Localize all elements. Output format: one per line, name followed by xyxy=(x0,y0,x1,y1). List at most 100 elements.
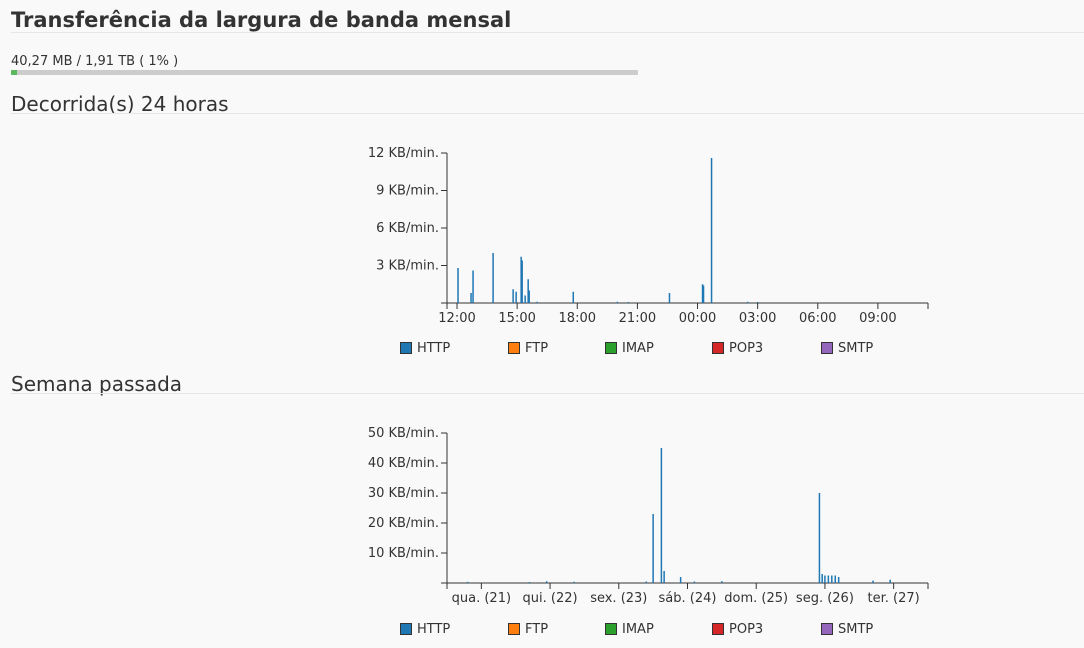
bar-http xyxy=(872,580,874,583)
chart-week: 10 KB/min. 20 KB/min. 30 KB/min. 40 KB/min.… xyxy=(368,426,929,606)
bar-http xyxy=(536,301,538,303)
y-tick-label: 9 KB/min. xyxy=(376,184,439,199)
x-tick-label: 12:00 xyxy=(438,311,475,326)
x-tick-label: 21:00 xyxy=(619,311,656,326)
pop3-swatch-icon xyxy=(712,342,724,354)
bar-http xyxy=(702,285,705,303)
legend-label: FTP xyxy=(525,621,549,637)
legend-item-pop3: POP3 xyxy=(712,338,763,358)
bar-http xyxy=(693,581,696,583)
y-tick-label: 50 KB/min. xyxy=(368,426,439,441)
section-title-week: Semana passada xyxy=(11,372,183,396)
bar-http xyxy=(512,289,514,303)
page-title: Transferência da largura de banda mensal xyxy=(11,8,512,32)
y-tick-label: 30 KB/min. xyxy=(368,486,439,501)
legend-label: POP3 xyxy=(729,340,764,356)
legend-item-smtp: SMTP xyxy=(821,619,873,639)
bar-http xyxy=(616,301,619,303)
legend-day: HTTP FTP IMAP POP3 SMTP xyxy=(0,338,1084,358)
legend-label: IMAP xyxy=(622,340,654,356)
bar-http xyxy=(721,581,723,583)
x-tick-label: 03:00 xyxy=(739,311,776,326)
y-tick-label: 3 KB/min. xyxy=(376,259,439,274)
legend-item-pop3: POP3 xyxy=(712,619,763,639)
legend-label: SMTP xyxy=(838,621,874,637)
smtp-swatch-icon xyxy=(821,342,833,354)
legend-label: POP3 xyxy=(729,621,764,637)
bar-http xyxy=(668,293,671,303)
http-swatch-icon xyxy=(400,623,412,635)
x-tick-label: seg. (26) xyxy=(796,591,854,606)
imap-swatch-icon xyxy=(605,342,617,354)
y-tick-label: 20 KB/min. xyxy=(368,516,439,531)
x-tick-label: 09:00 xyxy=(859,311,896,326)
legend-item-smtp: SMTP xyxy=(821,338,873,358)
legend-week: HTTP FTP IMAP POP3 SMTP xyxy=(0,619,1084,639)
bar-http xyxy=(834,575,836,583)
bar-http xyxy=(827,575,830,583)
bar-http xyxy=(889,579,891,583)
bandwidth-usage-fill xyxy=(11,70,18,75)
bar-http xyxy=(466,581,469,583)
bar-http xyxy=(663,571,665,583)
bar-http xyxy=(756,302,759,303)
bar-http xyxy=(821,574,823,583)
y-tick-label: 40 KB/min. xyxy=(368,456,439,471)
bar-http xyxy=(710,158,713,303)
x-tick-label: 00:00 xyxy=(679,311,716,326)
x-tick-label: 18:00 xyxy=(559,311,596,326)
bar-http xyxy=(515,291,517,303)
bar-http xyxy=(457,268,459,303)
legend-item-http: HTTP xyxy=(400,619,450,639)
bar-http xyxy=(572,291,575,303)
bar-http xyxy=(524,295,526,303)
bar-http xyxy=(652,514,654,583)
y-tick-label: 10 KB/min. xyxy=(368,546,439,561)
x-tick-label: 15:00 xyxy=(498,311,535,326)
bar-http xyxy=(573,581,575,583)
title-divider xyxy=(11,32,1084,33)
x-tick-label: ter. (27) xyxy=(868,591,920,606)
x-tick-label: qua. (21) xyxy=(452,591,511,606)
bar-http xyxy=(837,577,840,583)
legend-item-http: HTTP xyxy=(400,338,450,358)
x-tick-label: sex. (23) xyxy=(590,591,647,606)
bar-http xyxy=(528,582,531,583)
legend-item-ftp: FTP xyxy=(508,619,548,639)
bar-http xyxy=(527,279,529,303)
bar-http xyxy=(679,577,682,583)
ftp-swatch-icon xyxy=(508,623,520,635)
legend-item-imap: IMAP xyxy=(605,338,654,358)
legend-label: SMTP xyxy=(838,340,874,356)
bar-http xyxy=(660,448,663,583)
bar-http xyxy=(492,253,494,303)
section-title-day: Decorrida(s) 24 horas xyxy=(11,92,229,116)
bar-http xyxy=(824,575,826,583)
bar-http xyxy=(520,256,522,303)
imap-swatch-icon xyxy=(605,623,617,635)
bar-http xyxy=(818,493,821,583)
chart-day: 3 KB/min. 6 KB/min. 9 KB/min. 12 KB/min. 12:… xyxy=(368,146,929,326)
bar-http xyxy=(470,293,472,303)
smtp-swatch-icon xyxy=(821,623,833,635)
pop3-swatch-icon xyxy=(712,623,724,635)
bar-http xyxy=(472,270,474,303)
bar-http xyxy=(545,581,548,583)
bar-http xyxy=(528,290,530,303)
http-swatch-icon xyxy=(400,342,412,354)
legend-item-imap: IMAP xyxy=(605,619,654,639)
legend-label: IMAP xyxy=(622,621,654,637)
bar-http xyxy=(746,301,749,303)
x-tick-label: dom. (25) xyxy=(724,591,788,606)
legend-label: HTTP xyxy=(417,340,451,356)
ftp-swatch-icon xyxy=(508,342,520,354)
x-tick-label: qui. (22) xyxy=(523,591,578,606)
bandwidth-usage-text: 40,27 MB / 1,91 TB ( 1% ) xyxy=(11,54,179,69)
bar-http xyxy=(701,284,704,303)
bar-http xyxy=(645,581,648,583)
y-tick-label: 12 KB/min. xyxy=(368,146,439,161)
x-tick-label: sáb. (24) xyxy=(659,591,717,606)
section-divider-week xyxy=(11,393,1084,394)
bandwidth-usage-bar xyxy=(11,70,638,75)
x-tick-label: 06:00 xyxy=(799,311,836,326)
